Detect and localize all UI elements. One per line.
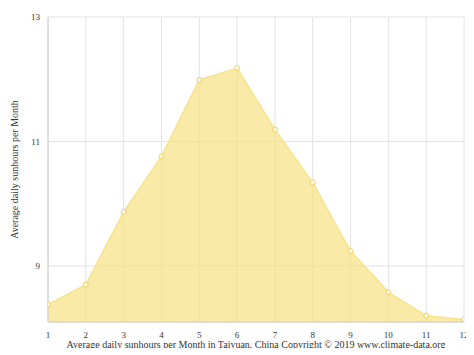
svg-text:7: 7 bbox=[272, 330, 278, 341]
svg-text:11: 11 bbox=[31, 137, 40, 147]
svg-text:8: 8 bbox=[310, 330, 315, 341]
svg-text:3: 3 bbox=[121, 330, 126, 341]
svg-text:9: 9 bbox=[36, 261, 41, 271]
svg-text:1: 1 bbox=[46, 330, 51, 340]
svg-text:Average daily sunhours per Mon: Average daily sunhours per Month bbox=[9, 100, 20, 239]
svg-text:2: 2 bbox=[83, 330, 89, 341]
svg-text:11: 11 bbox=[421, 330, 431, 341]
svg-text:Average daily sunhours per Mon: Average daily sunhours per Month in Taiy… bbox=[67, 339, 446, 348]
svg-text:4: 4 bbox=[159, 330, 164, 341]
svg-text:13: 13 bbox=[31, 12, 41, 22]
svg-text:10: 10 bbox=[383, 330, 393, 341]
svg-text:5: 5 bbox=[197, 330, 202, 341]
svg-text:6: 6 bbox=[234, 330, 240, 341]
svg-text:9: 9 bbox=[348, 330, 353, 341]
svg-text:12: 12 bbox=[460, 330, 467, 340]
